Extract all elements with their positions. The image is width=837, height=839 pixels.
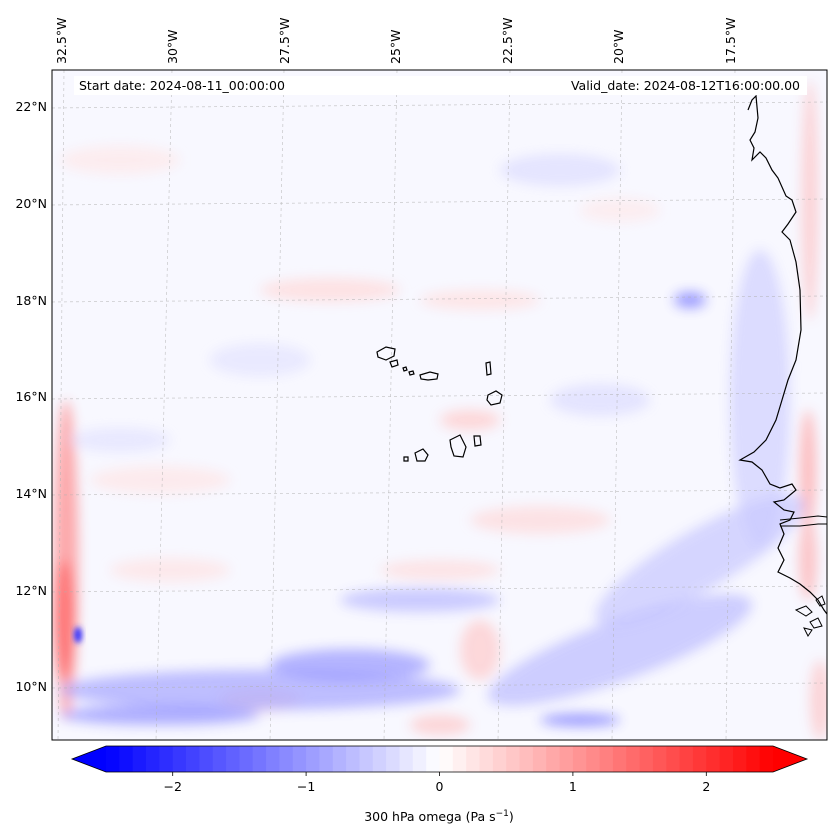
colorbar-swatch [399,746,414,772]
colorbar-swatch [759,746,774,772]
colorbar-swatch [199,746,214,772]
lon-label: 27.5°W [277,18,292,64]
colorbar-swatch [386,746,401,772]
colorbar-tick-label: 0 [436,779,444,794]
colorbar-extend-min [72,746,106,772]
colorbar-swatch [426,746,441,772]
colorbar-swatch [452,746,467,772]
colorbar-swatch [652,746,667,772]
colorbar-swatch [359,746,374,772]
latitude-labels: 22°N 20°N 18°N 16°N 14°N 12°N 10°N [15,99,47,694]
colorbar-swatch [132,746,147,772]
lon-label: 20°W [611,29,626,64]
longitude-labels: 32.5°W 30°W 27.5°W 25°W 22.5°W 20°W 17.5… [54,18,738,64]
colorbar-swatch [559,746,574,772]
colorbar-swatch [612,746,627,772]
colorbar-swatch [492,746,507,772]
colorbar-swatch [266,746,281,772]
valid-date-label: Valid_date: 2024-08-12T16:00:00.00 [571,78,800,93]
lat-label: 16°N [15,389,47,404]
colorbar-tick-label: 2 [702,779,710,794]
colorbar-swatch [119,746,134,772]
colorbar: −2 −1 0 1 2 300 hPa omega (Pa s−1) [70,745,809,824]
colorbar-swatch [532,746,547,772]
colorbar-swatch [692,746,707,772]
colorbar-swatch [519,746,534,772]
colorbar-outline [70,745,809,773]
colorbar-ticks: −2 −1 0 1 2 [163,772,710,794]
colorbar-swatch [599,746,614,772]
colorbar-swatch [106,746,120,772]
colorbar-swatches [106,746,774,772]
colorbar-label: 300 hPa omega (Pa s−1) [364,809,514,824]
colorbar-tick-label: 1 [569,779,577,794]
colorbar-swatch [572,746,587,772]
colorbar-swatch [719,746,734,772]
colorbar-swatch [172,746,187,772]
colorbar-swatch [439,746,454,772]
colorbar-swatch [639,746,654,772]
colorbar-swatch [479,746,494,772]
colorbar-swatch [412,746,427,772]
lat-label: 18°N [15,293,47,308]
cape-verde-islands [376,346,503,462]
colorbar-swatch [212,746,227,772]
colorbar-swatch [159,746,174,772]
colorbar-swatch [506,746,521,772]
colorbar-swatch [306,746,321,772]
colorbar-swatch [706,746,721,772]
lon-label: 30°W [165,29,180,64]
colorbar-swatch [466,746,481,772]
colorbar-swatch [732,746,747,772]
colorbar-extend-max [773,746,807,772]
map-frame [51,69,828,741]
colorbar-swatch [226,746,240,772]
lon-label: 22.5°W [500,18,515,64]
colorbar-swatch [546,746,561,772]
colorbar-tick-label: −1 [297,779,315,794]
colorbar-swatch [746,746,761,772]
lon-label: 25°W [388,29,403,64]
lat-label: 10°N [15,679,47,694]
bijagos-islands [794,595,826,637]
annotation-strip [74,76,807,95]
colorbar-swatch [332,746,347,772]
colorbar-swatch [626,746,641,772]
lon-label: 32.5°W [54,18,69,64]
africa-coastline [738,94,827,615]
lat-label: 20°N [15,196,47,211]
omega-field [52,70,827,740]
colorbar-swatch [346,746,361,772]
colorbar-swatch [146,746,160,772]
colorbar-swatch [239,746,254,772]
lat-label: 14°N [15,486,47,501]
colorbar-swatch [372,746,387,772]
lat-label: 22°N [15,99,47,114]
colorbar-swatch [679,746,694,772]
lon-label: 17.5°W [723,18,738,64]
colorbar-swatch [186,746,200,772]
start-date-label: Start date: 2024-08-11_00:00:00 [79,78,285,93]
colorbar-swatch [279,746,294,772]
colorbar-swatch [586,746,601,772]
graticule [52,70,827,740]
colorbar-swatch [319,746,334,772]
lat-label: 12°N [15,583,47,598]
colorbar-tick-label: −2 [163,779,181,794]
gambia-outline [779,515,827,527]
colorbar-swatch [666,746,681,772]
colorbar-swatch [292,746,307,772]
colorbar-swatch [252,746,267,772]
